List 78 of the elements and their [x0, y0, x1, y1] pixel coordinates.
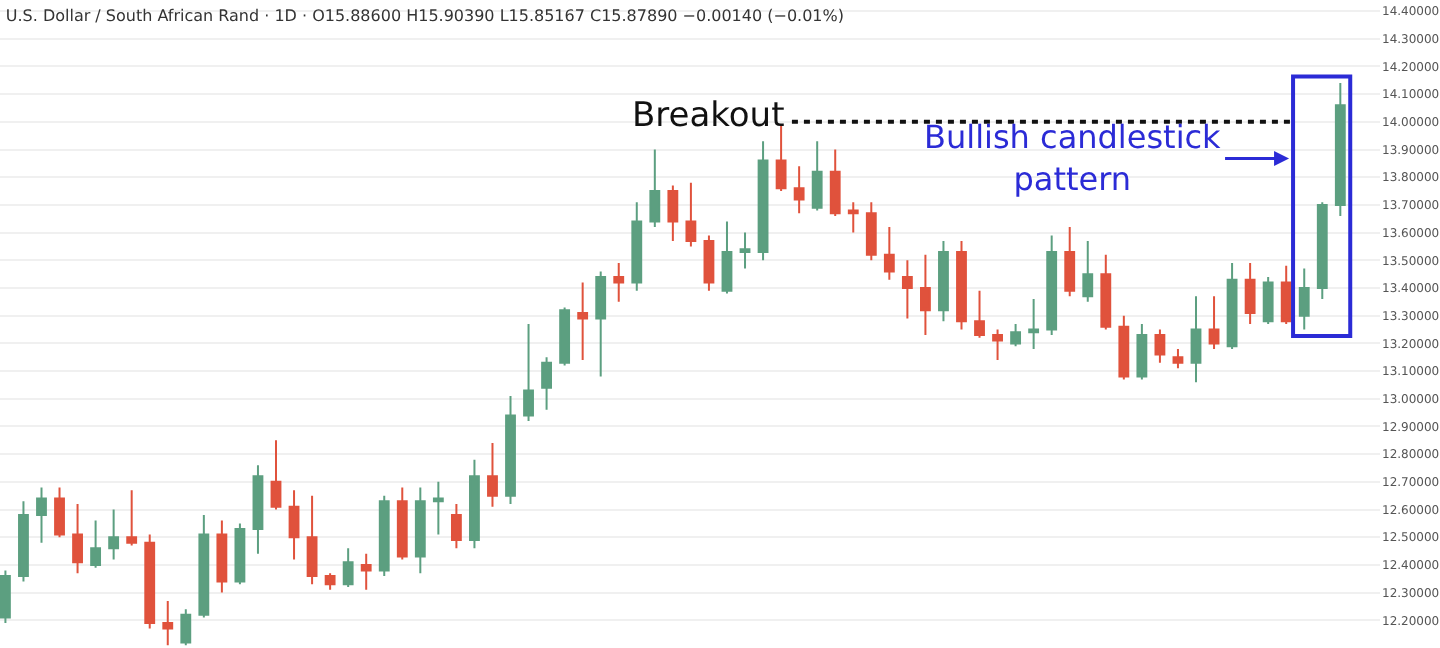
- candlestick: [414, 486, 426, 575]
- candlestick: [1190, 295, 1202, 384]
- candlestick: [685, 181, 697, 248]
- candlestick: [1046, 234, 1058, 337]
- candlestick: [90, 519, 102, 569]
- candlestick: [234, 522, 246, 586]
- candlestick: [703, 234, 715, 292]
- candlestick: [342, 547, 354, 589]
- candlestick: [595, 270, 607, 378]
- candlestick: [577, 281, 589, 361]
- candlestick: [1262, 275, 1274, 325]
- candlestick: [126, 489, 138, 547]
- candlestick: [793, 165, 805, 215]
- candlestick: [450, 503, 462, 550]
- candlestick: [1316, 201, 1328, 301]
- ref-line-label: Breakout: [632, 96, 786, 136]
- candlestick: [721, 220, 733, 295]
- candlestick: [883, 226, 895, 281]
- candlestick: [974, 289, 985, 339]
- candlestick: [306, 494, 318, 586]
- candlestick: [0, 569, 11, 625]
- candlestick: [18, 500, 29, 583]
- candlestick: [811, 140, 823, 212]
- candlestick: [216, 519, 228, 594]
- candlestick: [378, 494, 390, 577]
- candlestick: [1118, 314, 1130, 381]
- candlestick: [956, 239, 967, 331]
- candlestick: [505, 395, 516, 505]
- candlestick: [865, 201, 877, 262]
- candlestick: [270, 439, 282, 511]
- candlestick: [1298, 267, 1310, 331]
- candlestick: [469, 458, 480, 550]
- candlestick: [324, 572, 336, 591]
- candlestick: [541, 356, 552, 411]
- candlestick: [938, 239, 949, 323]
- candlestick: [1010, 323, 1022, 348]
- candlestick: [1136, 323, 1148, 381]
- candlestick: [613, 262, 625, 303]
- candlestick: [36, 486, 47, 544]
- candlestick: [1334, 82, 1346, 217]
- candlestick: [1226, 262, 1238, 350]
- candlestick: [288, 489, 300, 561]
- candlestick: [180, 608, 192, 647]
- candlestick: [829, 148, 841, 217]
- candlestick: [396, 486, 408, 561]
- candlestick: [360, 552, 372, 591]
- annotation: Bullish candlestick pattern: [924, 118, 1223, 198]
- candlestick: [432, 480, 444, 536]
- candlestick: [631, 201, 643, 292]
- candlestick: [72, 503, 83, 575]
- candlestick: [739, 231, 751, 270]
- candlestick: [162, 599, 174, 647]
- candlestick: [1280, 264, 1292, 325]
- candlestick: [559, 306, 571, 367]
- candlestick: [847, 201, 859, 234]
- chart-title: U.S. Dollar / South African Rand · 1D · O15.88600 H15.90390 L15.85167 C15.87890 −0.00140 (−0.01%): [5, 6, 844, 25]
- candlestick: [54, 486, 65, 539]
- candlestick: [144, 533, 156, 630]
- candlestick: [1100, 253, 1112, 331]
- candlestick: [1244, 262, 1256, 325]
- candlestick: [1082, 239, 1094, 303]
- candlestick: [667, 184, 679, 242]
- candlestick: [523, 323, 534, 422]
- candlestick: [108, 508, 120, 561]
- candlestick: [901, 259, 913, 320]
- candlestick: [1028, 298, 1040, 350]
- candlestick: [757, 140, 769, 262]
- candlestick: [992, 328, 1003, 361]
- candlestick: [198, 514, 210, 619]
- candlestick: [252, 464, 264, 555]
- candlestick: [649, 148, 661, 229]
- candlestick: [1172, 347, 1184, 370]
- candlestick: [1064, 226, 1076, 298]
- candlestick: [487, 442, 498, 508]
- candlestick: [920, 253, 931, 337]
- candlestick: [775, 123, 787, 193]
- candlestick: [1208, 295, 1220, 350]
- candlestick: [1154, 328, 1166, 364]
